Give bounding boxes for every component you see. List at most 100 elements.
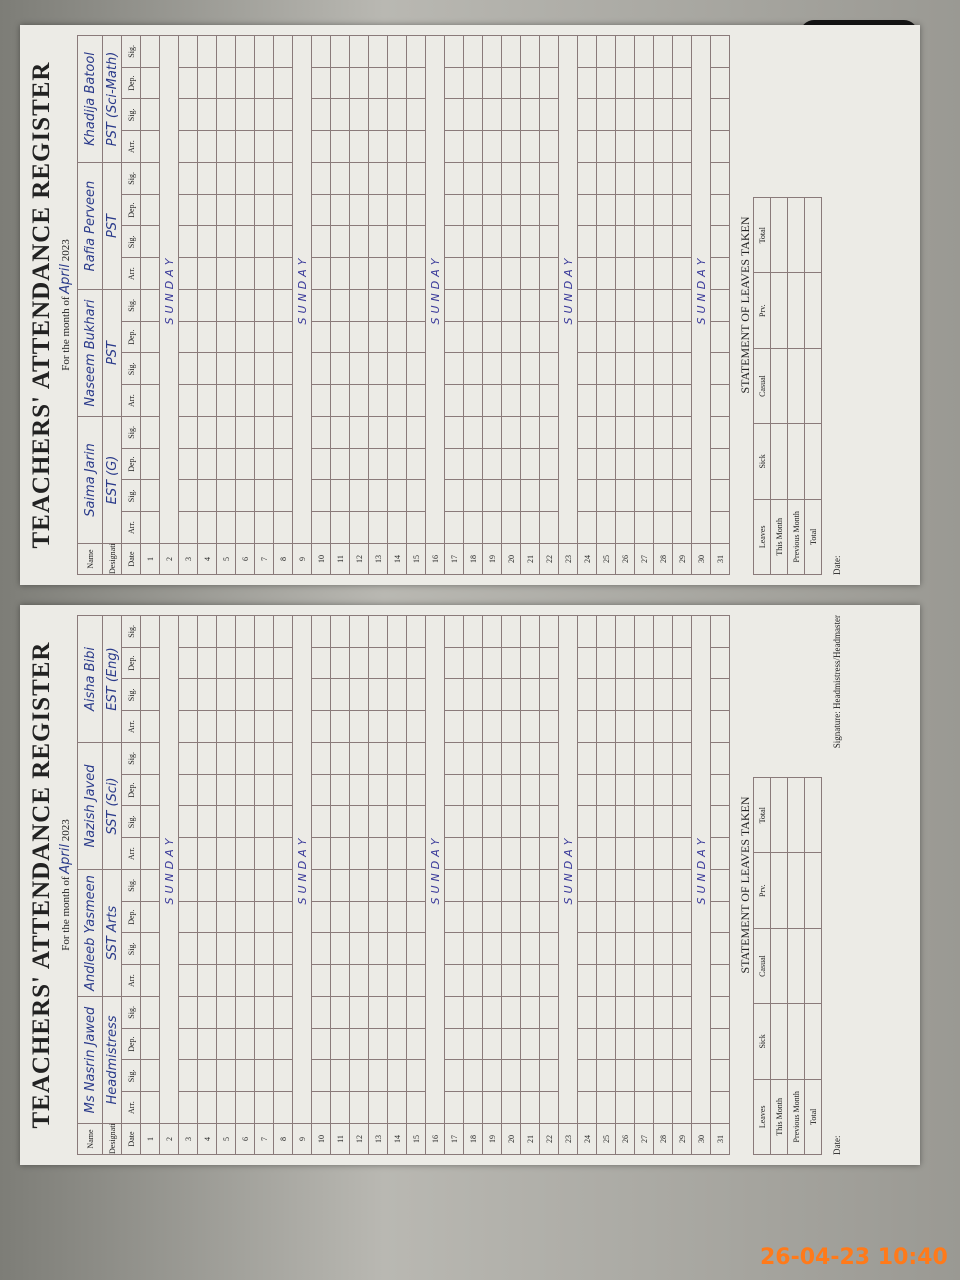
cell	[349, 130, 369, 163]
cell	[501, 837, 521, 870]
cell	[235, 837, 255, 870]
cell	[501, 933, 521, 965]
teacher-designation: PST	[102, 162, 122, 290]
column-header: Sig.	[121, 416, 141, 449]
cell	[482, 130, 502, 163]
cell	[577, 710, 597, 743]
cell	[368, 448, 388, 480]
cell	[710, 1028, 730, 1060]
date: 4	[197, 543, 217, 575]
cell	[387, 869, 407, 902]
cell	[710, 321, 730, 353]
cell	[672, 353, 692, 385]
register-page: TEACHERS' ATTENDANCE REGISTER For the mon…	[20, 605, 920, 1165]
cell	[273, 869, 293, 902]
day-note: SUNDAY	[159, 615, 179, 1124]
cell	[406, 933, 426, 965]
cell	[539, 1091, 559, 1124]
cell	[596, 996, 616, 1029]
cell	[501, 130, 521, 163]
cell	[349, 647, 369, 679]
date: 7	[254, 1123, 274, 1155]
cell	[216, 257, 236, 290]
cell	[273, 480, 293, 512]
cell	[235, 511, 255, 544]
cell	[368, 647, 388, 679]
column-header: Sig.	[121, 806, 141, 838]
cell	[368, 99, 388, 131]
day-row: 28	[653, 35, 673, 575]
cell	[596, 1028, 616, 1060]
column-header: Sig.	[121, 35, 141, 68]
leaves-head: Sick	[753, 423, 771, 500]
day-row: 2 SUNDAY	[159, 35, 179, 575]
cell	[330, 806, 350, 838]
cell	[577, 933, 597, 965]
cell	[482, 1091, 502, 1124]
leaves-head: Leaves	[753, 499, 771, 575]
cell	[634, 130, 654, 163]
column-header: Dep.	[121, 194, 141, 226]
cell	[178, 806, 198, 838]
column-header: Arr.	[121, 964, 141, 997]
cell	[596, 964, 616, 997]
cell	[178, 353, 198, 385]
date: 10	[311, 1123, 331, 1155]
cell	[520, 1091, 540, 1124]
day-row: 21	[520, 615, 540, 1155]
cell	[273, 99, 293, 131]
cell	[254, 321, 274, 353]
cell	[349, 996, 369, 1029]
cell	[634, 774, 654, 806]
cell	[216, 1028, 236, 1060]
cell	[463, 194, 483, 226]
cell	[368, 226, 388, 258]
cell	[273, 257, 293, 290]
cell	[672, 289, 692, 322]
date: 16	[425, 1123, 445, 1155]
cell	[387, 321, 407, 353]
cell	[653, 194, 673, 226]
cell	[787, 272, 805, 349]
cell	[444, 511, 464, 544]
cell	[501, 869, 521, 902]
cell	[197, 384, 217, 417]
date: 18	[463, 543, 483, 575]
cell	[615, 99, 635, 131]
date: 3	[178, 1123, 198, 1155]
date: 23	[558, 1123, 578, 1155]
cell	[482, 742, 502, 775]
cell	[539, 1028, 559, 1060]
cell	[653, 162, 673, 195]
cell	[539, 647, 559, 679]
register-page: TEACHERS' ATTENDANCE REGISTER For the mon…	[20, 25, 920, 585]
cell	[634, 742, 654, 775]
cell	[406, 742, 426, 775]
leaves-row: This Month	[770, 777, 788, 1155]
cell	[311, 806, 331, 838]
cell	[615, 647, 635, 679]
day-row: 12	[349, 615, 369, 1155]
day-row: 16 SUNDAY	[425, 615, 445, 1155]
cell	[444, 162, 464, 195]
cell	[710, 35, 730, 68]
cell	[596, 416, 616, 449]
cell	[482, 384, 502, 417]
cell	[311, 964, 331, 997]
cell	[216, 647, 236, 679]
cell	[501, 742, 521, 775]
cell	[770, 928, 788, 1004]
cell	[197, 162, 217, 195]
cell	[596, 384, 616, 417]
cell	[539, 480, 559, 512]
column-header: Dep.	[121, 647, 141, 679]
cell	[710, 837, 730, 870]
cell	[463, 742, 483, 775]
cell	[330, 1028, 350, 1060]
date: 2	[159, 1123, 179, 1155]
cell	[273, 964, 293, 997]
cell	[368, 353, 388, 385]
date-header: Date	[121, 543, 141, 575]
cell	[178, 964, 198, 997]
cell	[235, 226, 255, 258]
